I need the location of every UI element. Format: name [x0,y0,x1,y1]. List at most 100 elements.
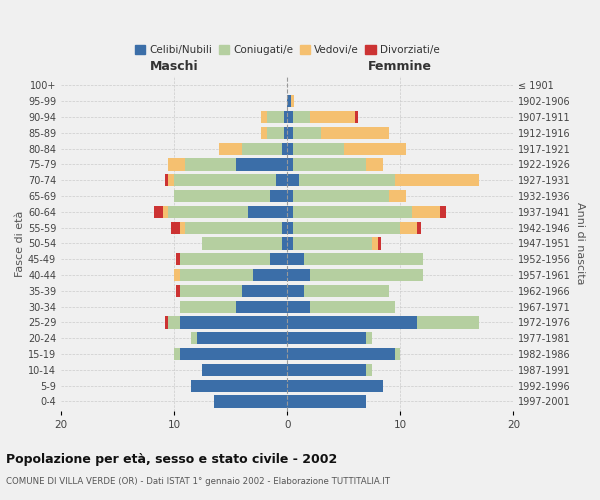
Bar [321,126,389,139]
Bar [304,284,389,297]
Bar [293,158,367,170]
Bar [367,364,372,376]
Bar [253,269,287,281]
Bar [293,142,344,155]
Bar [281,142,287,155]
Bar [293,222,400,234]
Bar [287,284,304,297]
Bar [287,300,310,313]
Bar [372,238,377,250]
Bar [174,348,180,360]
Bar [169,158,185,170]
Bar [287,364,367,376]
Bar [287,158,293,170]
Bar [163,206,169,218]
Bar [299,174,395,186]
Bar [169,316,180,328]
Bar [287,142,293,155]
Legend: Celibi/Nubili, Coniugati/e, Vedovi/e, Divorziati/e: Celibi/Nubili, Coniugati/e, Vedovi/e, Di… [131,41,443,60]
Bar [287,222,293,234]
Bar [261,111,267,123]
Bar [310,269,423,281]
Bar [287,332,367,344]
Bar [293,190,389,202]
Bar [180,300,236,313]
Bar [191,332,197,344]
Bar [174,174,276,186]
Text: COMUNE DI VILLA VERDE (OR) - Dati ISTAT 1° gennaio 2002 - Elaborazione TUTTITALI: COMUNE DI VILLA VERDE (OR) - Dati ISTAT … [6,478,390,486]
Bar [377,238,381,250]
Bar [270,253,287,266]
Bar [287,206,293,218]
Y-axis label: Fasce di età: Fasce di età [15,210,25,276]
Bar [400,222,417,234]
Bar [284,126,287,139]
Bar [185,158,236,170]
Bar [176,253,180,266]
Bar [165,316,169,328]
Bar [202,238,281,250]
Bar [284,111,287,123]
Bar [412,206,440,218]
Bar [174,190,270,202]
Bar [293,238,372,250]
Text: Popolazione per età, sesso e stato civile - 2002: Popolazione per età, sesso e stato civil… [6,452,337,466]
Bar [440,206,446,218]
Bar [287,380,383,392]
Bar [287,111,293,123]
Bar [287,316,417,328]
Bar [281,222,287,234]
Bar [287,126,293,139]
Bar [304,253,423,266]
Bar [165,174,169,186]
Bar [236,300,287,313]
Bar [261,126,267,139]
Bar [287,190,293,202]
Text: Maschi: Maschi [150,60,199,73]
Bar [214,396,287,407]
Bar [270,190,287,202]
Bar [180,348,287,360]
Bar [169,174,174,186]
Bar [367,332,372,344]
Bar [171,222,180,234]
Bar [180,284,242,297]
Bar [176,284,180,297]
Bar [287,95,290,108]
Bar [287,238,293,250]
Bar [293,111,310,123]
Bar [202,364,287,376]
Bar [290,95,294,108]
Bar [180,316,287,328]
Bar [267,126,284,139]
Bar [154,206,163,218]
Bar [180,222,185,234]
Bar [267,111,284,123]
Bar [287,348,395,360]
Bar [281,238,287,250]
Y-axis label: Anni di nascita: Anni di nascita [575,202,585,284]
Bar [417,222,421,234]
Bar [180,253,270,266]
Bar [191,380,287,392]
Bar [310,111,355,123]
Bar [293,206,412,218]
Bar [185,222,281,234]
Bar [395,174,479,186]
Bar [220,142,242,155]
Bar [236,158,287,170]
Bar [197,332,287,344]
Bar [395,348,400,360]
Bar [242,142,281,155]
Bar [287,253,304,266]
Bar [344,142,406,155]
Bar [367,158,383,170]
Bar [287,396,367,407]
Bar [248,206,287,218]
Bar [287,269,310,281]
Bar [169,206,248,218]
Bar [417,316,479,328]
Text: Femmine: Femmine [368,60,432,73]
Bar [174,269,180,281]
Bar [355,111,358,123]
